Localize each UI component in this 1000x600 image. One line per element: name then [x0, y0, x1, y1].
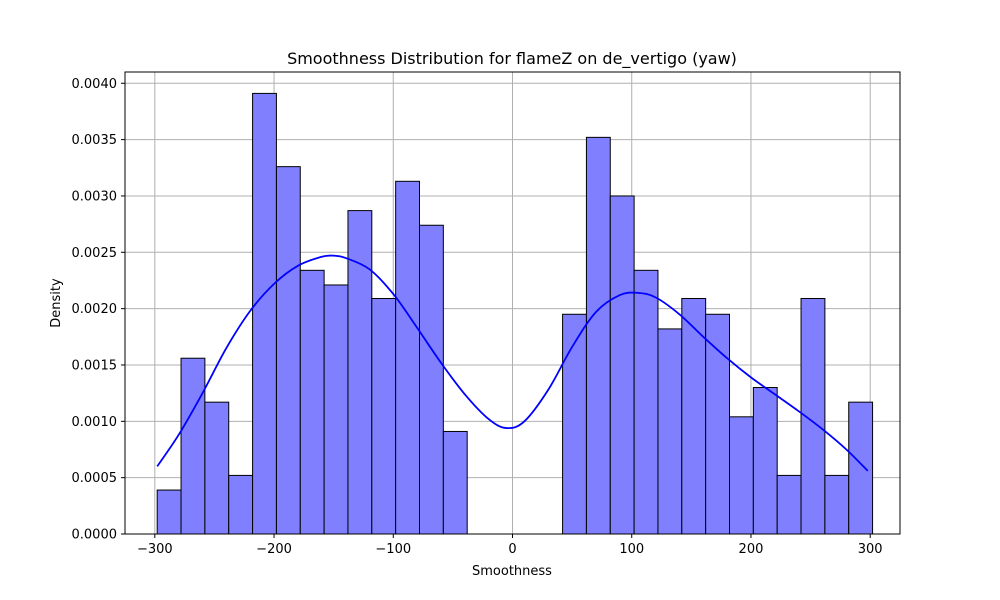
y-tick-label: 0.0005 [72, 471, 118, 486]
histogram-bar [752, 387, 778, 535]
x-tick-label: 100 [619, 542, 644, 557]
histogram-bar [657, 328, 683, 535]
kde-line [156, 254, 869, 472]
histogram-bars [156, 92, 874, 535]
histogram-bar [419, 224, 444, 535]
histogram-bar [824, 474, 850, 535]
x-axis-label: Smoothness [472, 564, 552, 579]
y-axis-label: Density [49, 278, 64, 328]
y-tick-label: 0.0035 [72, 133, 118, 148]
histogram-bar [299, 269, 325, 535]
histogram-bar [156, 489, 182, 535]
histogram-bar [252, 92, 277, 535]
histogram-bar [681, 297, 707, 535]
histogram-bar [371, 297, 397, 535]
y-tick-label: 0.0010 [72, 415, 118, 430]
x-tick-label: −200 [256, 542, 292, 557]
histogram-bar [776, 474, 802, 535]
histogram-bar [180, 357, 206, 535]
y-axis-ticks: 0.0000 0.0005 0.0010 0.0015 0.0020 0.0025 0.00… [72, 77, 125, 543]
kde-curve [156, 254, 869, 472]
histogram-bar [323, 284, 349, 535]
x-tick-label: 300 [858, 542, 883, 557]
histogram-bar [848, 401, 874, 535]
histogram-bar [204, 401, 230, 535]
y-tick-label: 0.0040 [72, 77, 118, 92]
y-tick-label: 0.0030 [72, 189, 118, 204]
histogram-bar [275, 166, 301, 535]
y-tick-label: 0.0015 [72, 358, 118, 373]
histogram-bar [442, 430, 468, 535]
histogram-bar [705, 313, 731, 535]
histogram-bar [633, 269, 659, 535]
histogram-bar [562, 313, 587, 535]
x-tick-label: 200 [739, 542, 764, 557]
histogram-bar [609, 195, 635, 535]
chart-title: Smoothness Distribution for flameZ on de… [287, 49, 737, 69]
x-tick-label: −100 [375, 542, 411, 557]
x-tick-label: −300 [137, 542, 173, 557]
histogram-bar [729, 416, 754, 535]
histogram-bar [347, 210, 373, 535]
histogram-bar [228, 474, 254, 535]
y-tick-label: 0.0020 [72, 302, 118, 317]
histogram-bar [395, 180, 420, 535]
x-tick-label: 0 [508, 542, 516, 557]
y-tick-label: 0.0025 [72, 246, 118, 261]
x-axis-ticks: −300 −200 −100 0 100 200 300 [137, 534, 883, 557]
histogram-bar [585, 136, 611, 535]
y-tick-label: 0.0000 [72, 528, 118, 543]
